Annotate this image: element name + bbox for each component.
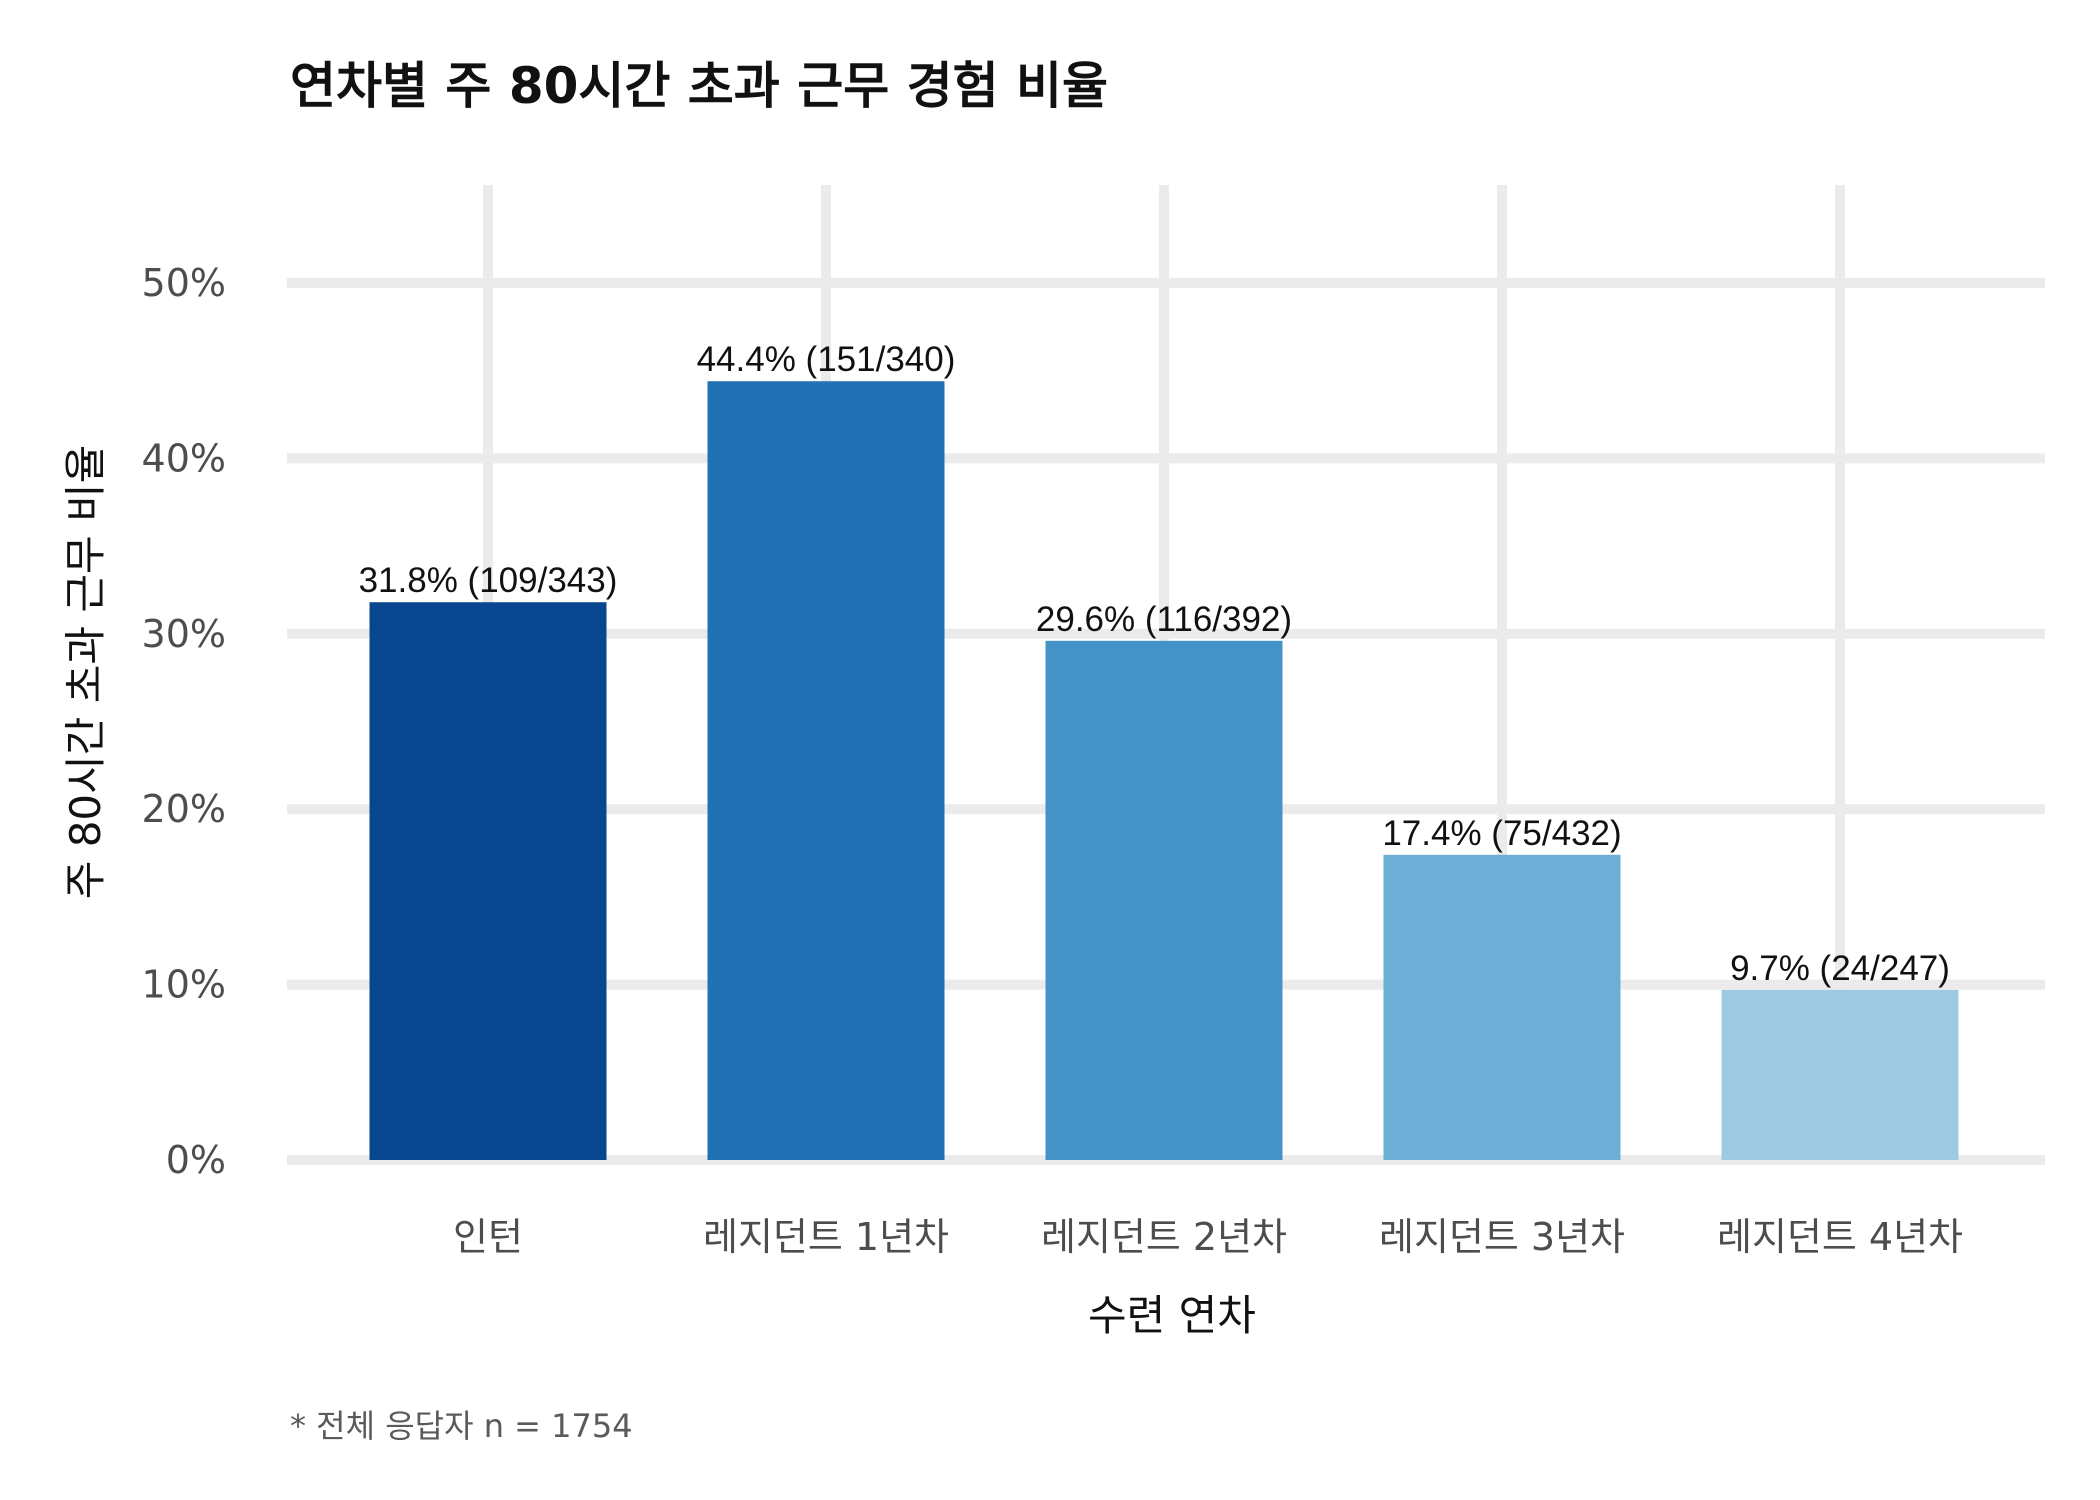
y-tick-label: 30%: [142, 612, 226, 656]
bar: [1383, 854, 1621, 1160]
chart-title: 연차별 주 80시간 초과 근무 경험 비율: [290, 57, 1108, 115]
x-tick-label: 인턴: [453, 1215, 523, 1259]
bar: [1045, 640, 1283, 1160]
y-tick-label: 20%: [142, 787, 226, 831]
y-tick-label: 10%: [142, 963, 226, 1007]
bars: [369, 381, 1959, 1160]
bar-data-label: 17.4% (75/432): [1382, 814, 1621, 853]
y-axis-title: 주 80시간 초과 근무 비율: [61, 445, 110, 900]
x-tick-label: 레지던트 2년차: [1041, 1215, 1287, 1259]
bar-data-labels: 31.8% (109/343) 44.4% (151/340) 29.6% (116…: [359, 340, 1950, 988]
bar-data-label: 44.4% (151/340): [697, 340, 956, 379]
x-tick-label: 레지던트 3년차: [1379, 1215, 1625, 1259]
bar: [369, 602, 607, 1160]
bar: [1721, 989, 1959, 1160]
bar-data-label: 9.7% (24/247): [1730, 949, 1950, 988]
x-axis-title: 수련 연차: [1088, 1291, 1256, 1340]
y-tick-label: 40%: [142, 436, 226, 480]
y-tick-label: 0%: [166, 1138, 226, 1182]
x-axis-tick-labels: 인턴 레지던트 1년차 레지던트 2년차 레지던트 3년차 레지던트 4년차: [453, 1215, 1963, 1259]
bar-data-label: 29.6% (116/392): [1036, 600, 1292, 639]
bar: [707, 381, 945, 1160]
x-tick-label: 레지던트 1년차: [703, 1215, 949, 1259]
y-tick-label: 50%: [142, 261, 226, 305]
bar-data-label: 31.8% (109/343): [359, 561, 618, 600]
y-axis-tick-labels: 0% 10% 20% 30% 40% 50%: [142, 261, 226, 1182]
x-tick-label: 레지던트 4년차: [1717, 1215, 1963, 1259]
caption-note: * 전체 응답자 n = 1754: [290, 1407, 633, 1445]
